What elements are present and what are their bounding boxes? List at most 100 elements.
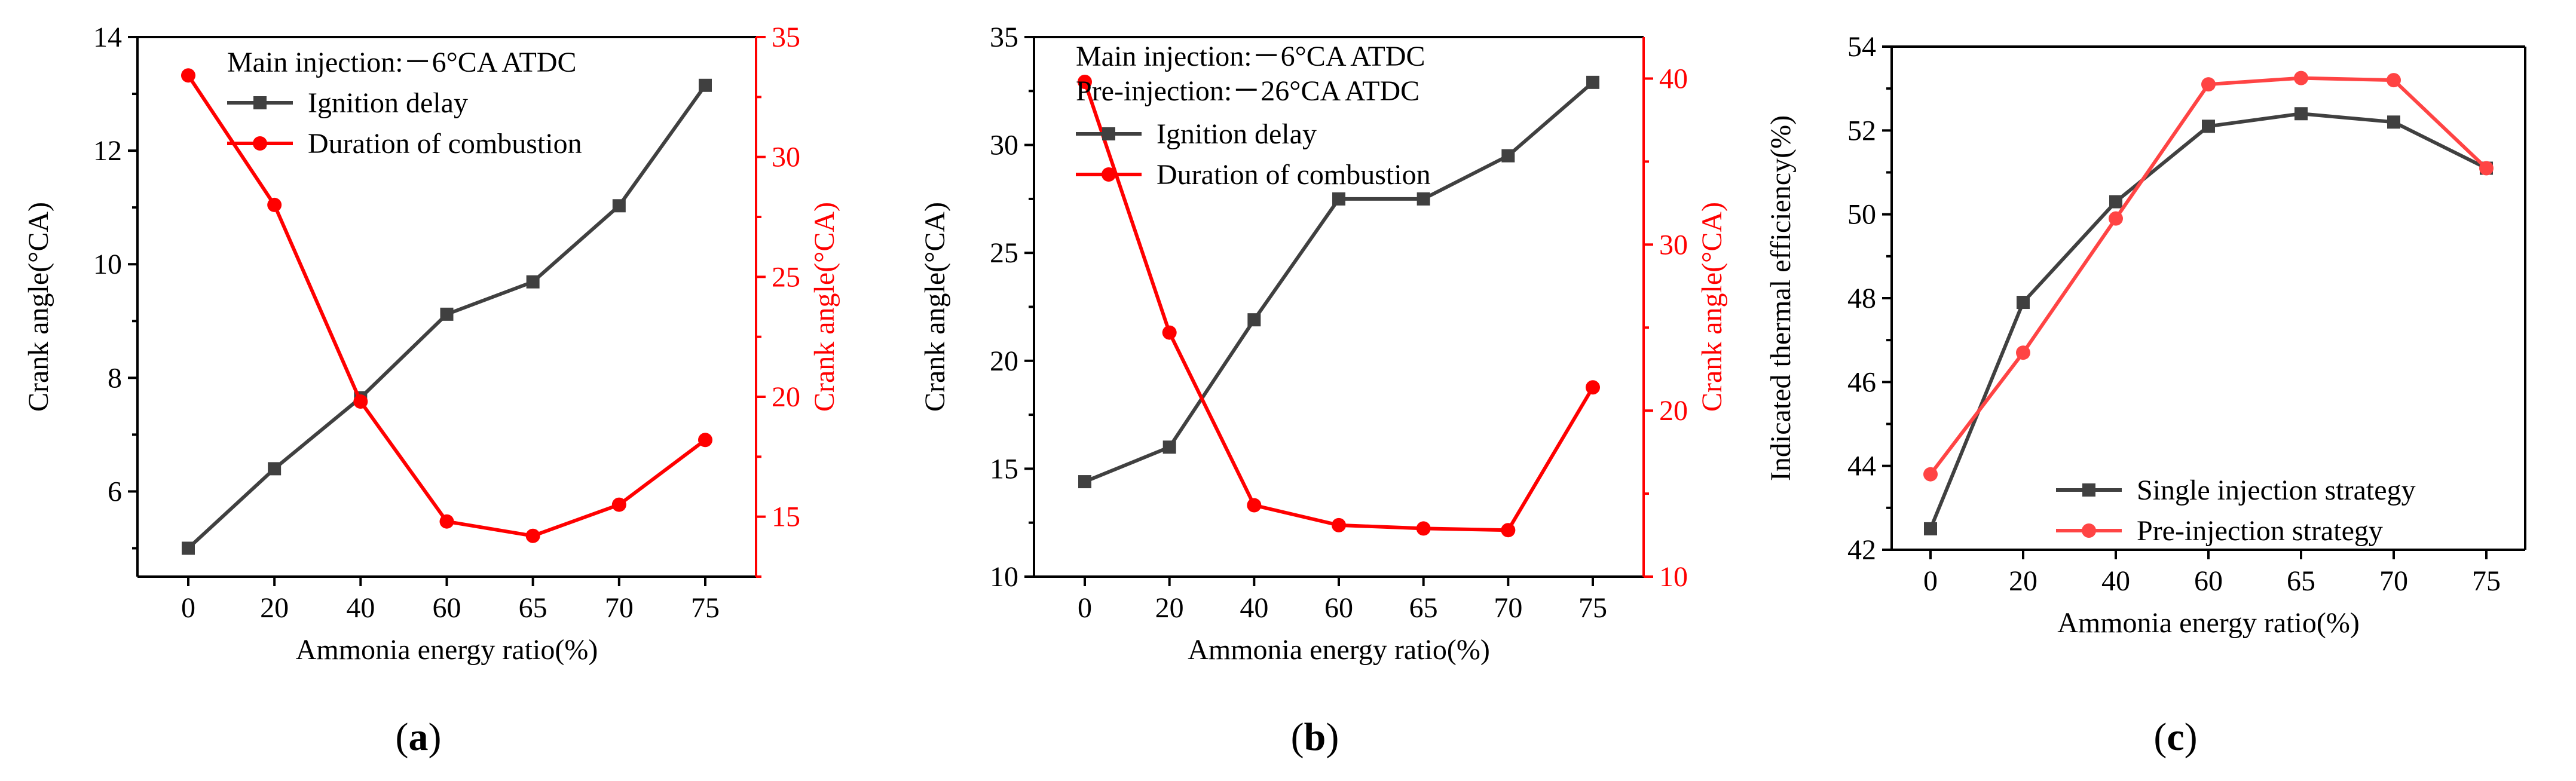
- data-point-0: [1247, 313, 1261, 327]
- chart-panel-1: 0 20 40 60 65 70 75 10 15 20 25 30 35 10 20 30 40 Ammonia…: [919, 22, 1728, 759]
- data-point-0: [440, 307, 454, 321]
- legend-label: Ignition delay: [308, 87, 468, 119]
- x-tick-label: 70: [1494, 592, 1522, 624]
- right-y-tick-label: 30: [772, 142, 800, 173]
- data-point-1: [1416, 521, 1431, 536]
- y-tick-label: 50: [1847, 199, 1876, 231]
- data-point-0: [1078, 475, 1091, 489]
- legend-marker-1: [2082, 523, 2096, 538]
- legend-title: Main injection:－6°CA ATDC: [1076, 41, 1425, 72]
- x-tick-label: 20: [2009, 565, 2037, 597]
- y-tick-label: 20: [990, 345, 1018, 377]
- y-tick-label: 30: [990, 130, 1018, 161]
- x-tick-label: 65: [2287, 565, 2315, 597]
- data-point-0: [268, 462, 282, 476]
- data-point-0: [1162, 440, 1176, 454]
- legend-label: Single injection strategy: [2137, 474, 2416, 506]
- right-y-axis-label: Crank angle(°CA): [809, 202, 840, 412]
- legend-marker-1: [1102, 167, 1116, 182]
- data-point-0: [526, 275, 540, 289]
- data-point-1: [353, 394, 368, 409]
- legend-marker-1: [253, 136, 267, 151]
- y-tick-label: 42: [1847, 534, 1876, 566]
- data-point-1: [1923, 467, 1938, 482]
- data-point-0: [2294, 107, 2308, 121]
- x-tick-label: 40: [2101, 565, 2130, 597]
- x-tick-label: 75: [2472, 565, 2501, 597]
- data-point-0: [1332, 192, 1345, 206]
- y-tick-label: 25: [990, 237, 1018, 269]
- data-point-1: [1332, 517, 1346, 532]
- data-point-0: [2109, 195, 2122, 209]
- series-line-1: [1929, 76, 2488, 476]
- y-tick-label: 10: [990, 561, 1018, 593]
- x-axis-label: Ammonia energy ratio(%): [1188, 634, 1490, 666]
- x-tick-label: 65: [519, 592, 547, 624]
- legend-label: Duration of combustion: [308, 128, 582, 160]
- data-point-1: [1247, 498, 1262, 513]
- data-point-0: [1417, 192, 1430, 206]
- data-point-1: [2201, 77, 2216, 92]
- right-y-tick-label: 30: [1659, 229, 1688, 261]
- data-point-1: [267, 197, 282, 212]
- legend-title: Main injection:－6°CA ATDC: [227, 47, 577, 78]
- x-tick-label: 40: [1240, 592, 1268, 624]
- data-point-1: [2294, 71, 2308, 85]
- data-point-1: [1501, 523, 1516, 538]
- legend-label: Pre-injection strategy: [2137, 515, 2383, 547]
- y-axis-label: Crank angle(°CA): [23, 202, 54, 412]
- chart-panel-0: 0 20 40 60 65 70 75 6 8 10 12 14 15 20 25 30 35 Ammonia e…: [23, 22, 840, 759]
- right-y-tick-label: 15: [772, 501, 800, 533]
- data-point-0: [2017, 296, 2030, 310]
- y-tick-label: 48: [1847, 283, 1876, 314]
- x-tick-label: 70: [2379, 565, 2408, 597]
- panel-label: (c): [2153, 715, 2197, 759]
- right-y-tick-label: 10: [1659, 561, 1688, 593]
- legend-title: Pre-injection:－26°CA ATDC: [1076, 75, 1419, 107]
- right-y-axis-label: Crank angle(°CA): [1696, 202, 1728, 412]
- y-tick-label: 14: [93, 22, 122, 53]
- panel-label: (a): [396, 715, 442, 759]
- x-tick-label: 75: [1578, 592, 1607, 624]
- data-point-0: [2202, 120, 2215, 133]
- y-tick-label: 6: [108, 476, 122, 507]
- y-tick-label: 10: [93, 249, 122, 280]
- right-y-tick-label: 20: [1659, 395, 1688, 427]
- legend-marker-0: [1102, 127, 1115, 140]
- x-axis-label: Ammonia energy ratio(%): [2057, 607, 2360, 639]
- data-point-1: [2479, 161, 2494, 176]
- data-point-1: [439, 514, 454, 529]
- data-point-1: [181, 68, 195, 83]
- x-tick-label: 60: [433, 592, 461, 624]
- legend-marker-0: [253, 96, 267, 109]
- data-point-0: [699, 78, 712, 92]
- chart-panel-2: 0 20 40 60 65 70 75 42 44 46 48 50 52 54 Ammonia energ…: [1765, 31, 2526, 759]
- x-tick-label: 65: [1409, 592, 1438, 624]
- right-y-tick-label: 20: [772, 381, 800, 413]
- x-tick-label: 20: [260, 592, 289, 624]
- y-axis-label: Indicated thermal efficiency(%): [1765, 115, 1797, 481]
- right-y-tick-label: 40: [1659, 63, 1688, 94]
- data-point-1: [611, 497, 626, 512]
- y-tick-label: 8: [108, 362, 122, 394]
- data-point-0: [2387, 115, 2400, 129]
- data-point-0: [612, 199, 626, 213]
- data-point-1: [525, 528, 540, 543]
- series-line-0: [1929, 112, 2488, 530]
- x-tick-label: 60: [1324, 592, 1353, 624]
- data-point-1: [1162, 325, 1177, 340]
- data-point-0: [1586, 75, 1599, 89]
- x-tick-label: 0: [181, 592, 195, 624]
- data-point-0: [1501, 149, 1515, 163]
- y-axis-label: Crank angle(°CA): [919, 202, 951, 412]
- right-y-tick-label: 35: [772, 22, 800, 53]
- data-point-0: [182, 541, 195, 555]
- data-point-1: [2016, 345, 2030, 360]
- y-tick-label: 44: [1847, 451, 1876, 482]
- x-axis-label: Ammonia energy ratio(%): [296, 634, 598, 666]
- x-tick-label: 0: [1923, 565, 1938, 597]
- legend-label: Duration of combustion: [1157, 159, 1431, 191]
- x-tick-label: 75: [691, 592, 720, 624]
- y-tick-label: 52: [1847, 115, 1876, 146]
